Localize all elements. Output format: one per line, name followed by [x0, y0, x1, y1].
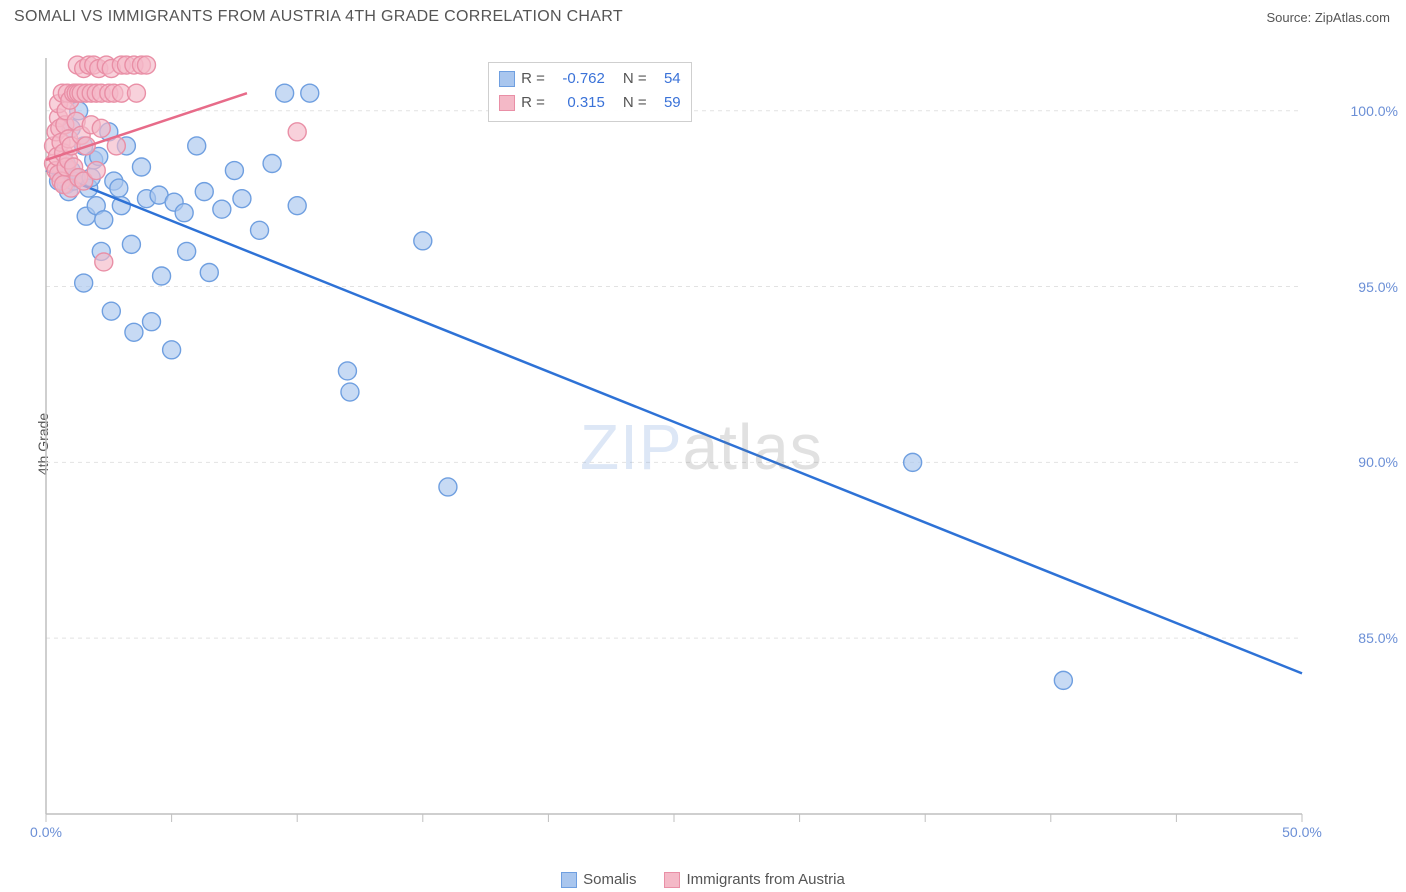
y-tick-label: 95.0%	[1358, 279, 1398, 295]
data-point	[188, 137, 206, 155]
data-point	[301, 84, 319, 102]
legend-label: Immigrants from Austria	[686, 871, 844, 888]
stats-row: R =-0.762 N =54	[499, 67, 681, 91]
data-point	[225, 162, 243, 180]
data-point	[95, 211, 113, 229]
data-point	[127, 84, 145, 102]
stat-r-value: -0.762	[551, 67, 605, 91]
data-point	[178, 242, 196, 260]
legend-item: Somalis	[561, 871, 636, 888]
x-tick-label: 50.0%	[1282, 824, 1322, 840]
data-point	[132, 158, 150, 176]
data-point	[904, 453, 922, 471]
stat-n-label: N =	[623, 91, 647, 115]
data-point	[175, 204, 193, 222]
source-link[interactable]: ZipAtlas.com	[1315, 10, 1390, 25]
data-point	[92, 119, 110, 137]
chart-title: SOMALI VS IMMIGRANTS FROM AUSTRIA 4TH GR…	[14, 8, 623, 26]
legend-swatch	[499, 71, 515, 87]
data-point	[341, 383, 359, 401]
stat-n-value: 54	[653, 67, 681, 91]
trend-line	[46, 171, 1302, 674]
y-tick-label: 100.0%	[1351, 103, 1398, 119]
chart-svg	[0, 40, 1406, 848]
data-point	[110, 179, 128, 197]
data-point	[163, 341, 181, 359]
stats-row: R =0.315 N =59	[499, 91, 681, 115]
x-tick-label: 0.0%	[30, 824, 62, 840]
legend-item: Immigrants from Austria	[664, 871, 844, 888]
stat-n-value: 59	[653, 91, 681, 115]
data-point	[195, 183, 213, 201]
data-point	[137, 56, 155, 74]
bottom-legend: Somalis Immigrants from Austria	[0, 871, 1406, 888]
data-point	[439, 478, 457, 496]
plot-area: 4th Grade ZIPatlas 85.0%90.0%95.0%100.0%…	[0, 40, 1406, 848]
data-point	[125, 323, 143, 341]
data-point	[75, 274, 93, 292]
stat-r-label: R =	[521, 67, 545, 91]
data-point	[414, 232, 432, 250]
data-point	[288, 197, 306, 215]
legend-label: Somalis	[583, 871, 636, 888]
data-point	[288, 123, 306, 141]
stat-n-label: N =	[623, 67, 647, 91]
stat-r-value: 0.315	[551, 91, 605, 115]
stat-r-label: R =	[521, 91, 545, 115]
data-point	[213, 200, 231, 218]
data-point	[1054, 671, 1072, 689]
data-point	[143, 313, 161, 331]
data-point	[200, 263, 218, 281]
data-point	[263, 154, 281, 172]
data-point	[233, 190, 251, 208]
data-point	[338, 362, 356, 380]
data-point	[153, 267, 171, 285]
data-point	[95, 253, 113, 271]
source-credit: Source: ZipAtlas.com	[1266, 10, 1390, 25]
data-point	[122, 235, 140, 253]
data-point	[276, 84, 294, 102]
data-point	[87, 162, 105, 180]
source-label: Source:	[1266, 10, 1314, 25]
stats-box: R =-0.762 N =54 R =0.315 N =59	[488, 62, 692, 122]
y-tick-label: 90.0%	[1358, 454, 1398, 470]
data-point	[102, 302, 120, 320]
data-point	[251, 221, 269, 239]
y-tick-label: 85.0%	[1358, 630, 1398, 646]
legend-swatch	[561, 872, 577, 888]
legend-swatch	[499, 95, 515, 111]
legend-swatch	[664, 872, 680, 888]
